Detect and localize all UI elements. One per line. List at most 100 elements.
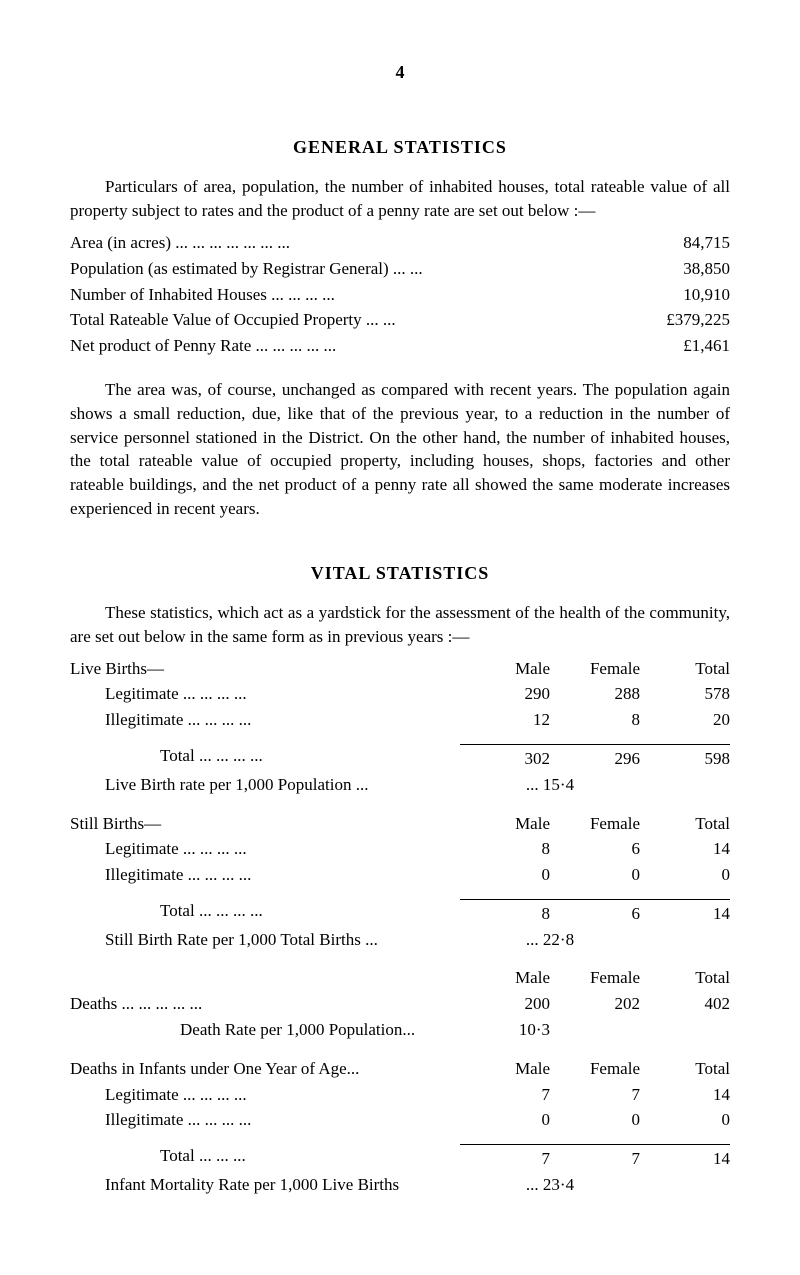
- cell-male: 7: [460, 1083, 550, 1107]
- rate-label: Infant Mortality Rate per 1,000 Live Bir…: [70, 1173, 460, 1197]
- row-label-total: Total ... ... ... ...: [70, 744, 460, 771]
- stat-label: Total Rateable Value of Occupied Propert…: [70, 308, 640, 332]
- infant-deaths-table: Deaths in Infants under One Year of Age.…: [70, 1057, 730, 1197]
- cell-female: 7: [550, 1083, 640, 1107]
- cell-male: 8: [460, 837, 550, 861]
- table-row: Illegitimate ... ... ... ... 0 0 0: [70, 1108, 730, 1132]
- cell-male: 0: [460, 1108, 550, 1132]
- rate-value: 10·3: [460, 1018, 550, 1042]
- rate-label: Live Birth rate per 1,000 Population ...: [70, 773, 460, 797]
- cell-total: 20: [640, 708, 730, 732]
- cell-male: 8: [460, 899, 550, 926]
- stat-row: Total Rateable Value of Occupied Propert…: [70, 308, 730, 332]
- stat-row: Area (in acres) ... ... ... ... ... ... …: [70, 231, 730, 255]
- row-label-total: Total ... ... ... ...: [70, 899, 460, 926]
- rate-row: Live Birth rate per 1,000 Population ...…: [70, 773, 730, 797]
- table-row: Deaths ... ... ... ... ... 200 202 402: [70, 992, 730, 1016]
- rate-label: Death Rate per 1,000 Population...: [70, 1018, 460, 1042]
- cell-total: 578: [640, 682, 730, 706]
- cell-female: 0: [550, 863, 640, 887]
- rate-label: Still Birth Rate per 1,000 Total Births …: [70, 928, 460, 952]
- cell-total: 14: [640, 837, 730, 861]
- table-header-row: Deaths in Infants under One Year of Age.…: [70, 1057, 730, 1081]
- still-births-table: Still Births— Male Female Total Legitima…: [70, 812, 730, 952]
- cell-female: 7: [550, 1144, 640, 1171]
- section1-para: The area was, of course, unchanged as co…: [70, 378, 730, 521]
- cell-male: 200: [460, 992, 550, 1016]
- section1-title: GENERAL STATISTICS: [70, 135, 730, 160]
- cell-total: 0: [640, 863, 730, 887]
- stat-row: Population (as estimated by Registrar Ge…: [70, 257, 730, 281]
- rate-row: Still Birth Rate per 1,000 Total Births …: [70, 928, 730, 952]
- table-row: Legitimate ... ... ... ... 7 7 14: [70, 1083, 730, 1107]
- rate-row: Infant Mortality Rate per 1,000 Live Bir…: [70, 1173, 730, 1197]
- col-header-male: Male: [460, 966, 550, 990]
- deaths-label: Deaths ... ... ... ... ...: [70, 992, 460, 1016]
- section2-title: VITAL STATISTICS: [70, 561, 730, 586]
- cell-male: 290: [460, 682, 550, 706]
- page-number: 4: [70, 60, 730, 85]
- total-row: Total ... ... ... 7 7 14: [70, 1144, 730, 1171]
- cell-female: 202: [550, 992, 640, 1016]
- col-header-male: Male: [460, 657, 550, 681]
- col-header-total: Total: [640, 657, 730, 681]
- row-label: Illegitimate ... ... ... ...: [70, 708, 460, 732]
- stat-row: Net product of Penny Rate ... ... ... ..…: [70, 334, 730, 358]
- infant-deaths-heading: Deaths in Infants under One Year of Age.…: [70, 1057, 460, 1081]
- section1-intro: Particulars of area, population, the num…: [70, 175, 730, 223]
- cell-male: 7: [460, 1144, 550, 1171]
- still-births-heading: Still Births—: [70, 812, 460, 836]
- table-header-row: Live Births— Male Female Total: [70, 657, 730, 681]
- cell-total: 14: [640, 899, 730, 926]
- rate-value: ... 23·4: [460, 1173, 640, 1197]
- stat-value: 10,910: [640, 283, 730, 307]
- table-row: Illegitimate ... ... ... ... 12 8 20: [70, 708, 730, 732]
- stat-label: Area (in acres) ... ... ... ... ... ... …: [70, 231, 640, 255]
- deaths-table: Male Female Total Deaths ... ... ... ...…: [70, 966, 730, 1041]
- cell-male: 0: [460, 863, 550, 887]
- stat-row: Number of Inhabited Houses ... ... ... .…: [70, 283, 730, 307]
- cell-total: 0: [640, 1108, 730, 1132]
- blank: [70, 966, 460, 990]
- col-header-total: Total: [640, 1057, 730, 1081]
- cell-total: 14: [640, 1083, 730, 1107]
- cell-male: 12: [460, 708, 550, 732]
- section2-intro: These statistics, which act as a yardsti…: [70, 601, 730, 649]
- cell-total: 14: [640, 1144, 730, 1171]
- col-header-female: Female: [550, 1057, 640, 1081]
- live-births-table: Live Births— Male Female Total Legitimat…: [70, 657, 730, 797]
- stat-label: Population (as estimated by Registrar Ge…: [70, 257, 640, 281]
- col-header-male: Male: [460, 812, 550, 836]
- table-row: Illegitimate ... ... ... ... 0 0 0: [70, 863, 730, 887]
- cell-total: 598: [640, 744, 730, 771]
- row-label: Illegitimate ... ... ... ...: [70, 863, 460, 887]
- stat-value: £379,225: [640, 308, 730, 332]
- cell-female: 296: [550, 744, 640, 771]
- general-stats-table: Area (in acres) ... ... ... ... ... ... …: [70, 231, 730, 358]
- cell-total: 402: [640, 992, 730, 1016]
- cell-female: 6: [550, 899, 640, 926]
- row-label: Legitimate ... ... ... ...: [70, 837, 460, 861]
- stat-value: 38,850: [640, 257, 730, 281]
- stat-label: Number of Inhabited Houses ... ... ... .…: [70, 283, 640, 307]
- total-row: Total ... ... ... ... 302 296 598: [70, 744, 730, 771]
- row-label: Legitimate ... ... ... ...: [70, 682, 460, 706]
- stat-value: 84,715: [640, 231, 730, 255]
- col-header-female: Female: [550, 966, 640, 990]
- rate-row: Death Rate per 1,000 Population... 10·3: [70, 1018, 730, 1042]
- total-row: Total ... ... ... ... 8 6 14: [70, 899, 730, 926]
- cell-female: 0: [550, 1108, 640, 1132]
- table-header-row: Male Female Total: [70, 966, 730, 990]
- cell-female: 6: [550, 837, 640, 861]
- rate-value: ... 15·4: [460, 773, 640, 797]
- col-header-female: Female: [550, 812, 640, 836]
- cell-female: 288: [550, 682, 640, 706]
- cell-male: 302: [460, 744, 550, 771]
- stat-label: Net product of Penny Rate ... ... ... ..…: [70, 334, 640, 358]
- table-row: Legitimate ... ... ... ... 290 288 578: [70, 682, 730, 706]
- row-label: Illegitimate ... ... ... ...: [70, 1108, 460, 1132]
- row-label: Legitimate ... ... ... ...: [70, 1083, 460, 1107]
- live-births-heading: Live Births—: [70, 657, 460, 681]
- row-label-total: Total ... ... ...: [70, 1144, 460, 1171]
- col-header-male: Male: [460, 1057, 550, 1081]
